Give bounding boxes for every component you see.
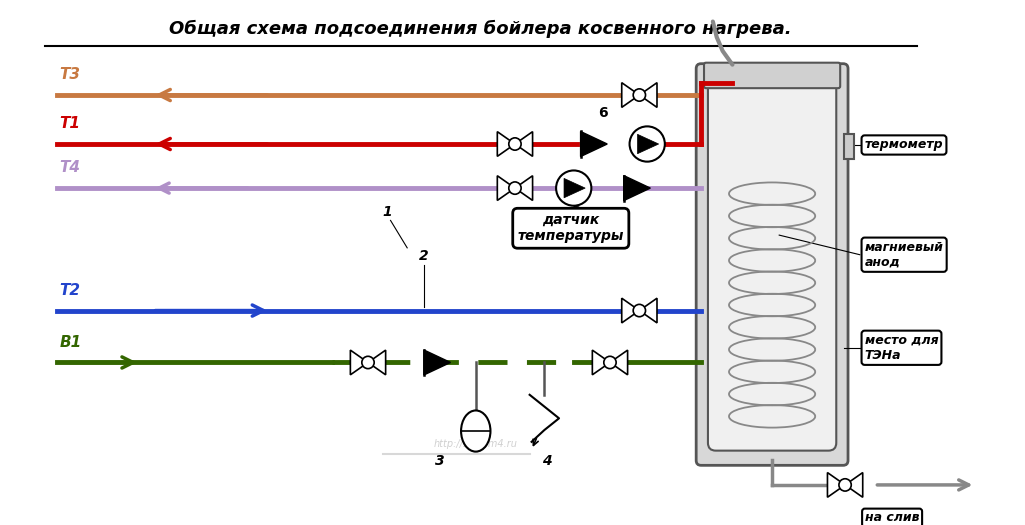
Text: 4: 4 [542,454,552,468]
Polygon shape [638,134,659,154]
Text: место для
ТЭНа: место для ТЭНа [865,334,938,362]
Text: Т4: Т4 [59,160,80,175]
Circle shape [629,127,665,162]
Text: датчик
температуры: датчик температуры [518,213,624,244]
Bar [845,134,854,159]
Ellipse shape [461,411,490,452]
Circle shape [604,356,616,369]
Polygon shape [622,298,640,323]
Polygon shape [623,175,650,201]
Polygon shape [497,132,515,156]
Circle shape [633,89,646,101]
Text: В1: В1 [59,335,82,350]
Text: Т1: Т1 [59,116,80,131]
Circle shape [838,479,851,491]
FancyBboxPatch shape [708,72,836,450]
Polygon shape [640,298,657,323]
Circle shape [508,138,521,150]
Text: на слив: на слив [865,511,919,524]
Text: Т2: Т2 [59,283,80,298]
Polygon shape [497,176,515,201]
Polygon shape [424,350,451,375]
Polygon shape [845,472,863,497]
Text: Общая схема подсоединения бойлера косвенного нагрева.: Общая схема подсоединения бойлера косвен… [169,19,792,38]
Circle shape [633,304,646,317]
Text: http://1001m4.ru: http://1001m4.ru [434,439,518,449]
Text: магниевый
анод: магниевый анод [865,240,944,269]
FancyBboxPatch shape [696,64,848,465]
Polygon shape [622,82,640,108]
Text: 2: 2 [419,249,428,262]
Text: 1: 1 [382,205,393,218]
Polygon shape [640,82,657,108]
Polygon shape [827,472,845,497]
Text: Т3: Т3 [59,67,80,82]
Circle shape [508,182,521,194]
Text: 6: 6 [599,106,608,120]
Polygon shape [592,350,610,375]
Circle shape [557,171,591,206]
Text: 3: 3 [435,454,444,468]
Text: термометр: термометр [865,139,943,152]
Polygon shape [515,176,533,201]
Polygon shape [368,350,385,375]
Polygon shape [564,178,585,198]
Circle shape [362,356,374,369]
Polygon shape [610,350,627,375]
Polygon shape [515,132,533,156]
Polygon shape [580,131,607,156]
FancyBboxPatch shape [704,62,840,88]
Polygon shape [351,350,368,375]
Text: 5: 5 [572,202,581,216]
